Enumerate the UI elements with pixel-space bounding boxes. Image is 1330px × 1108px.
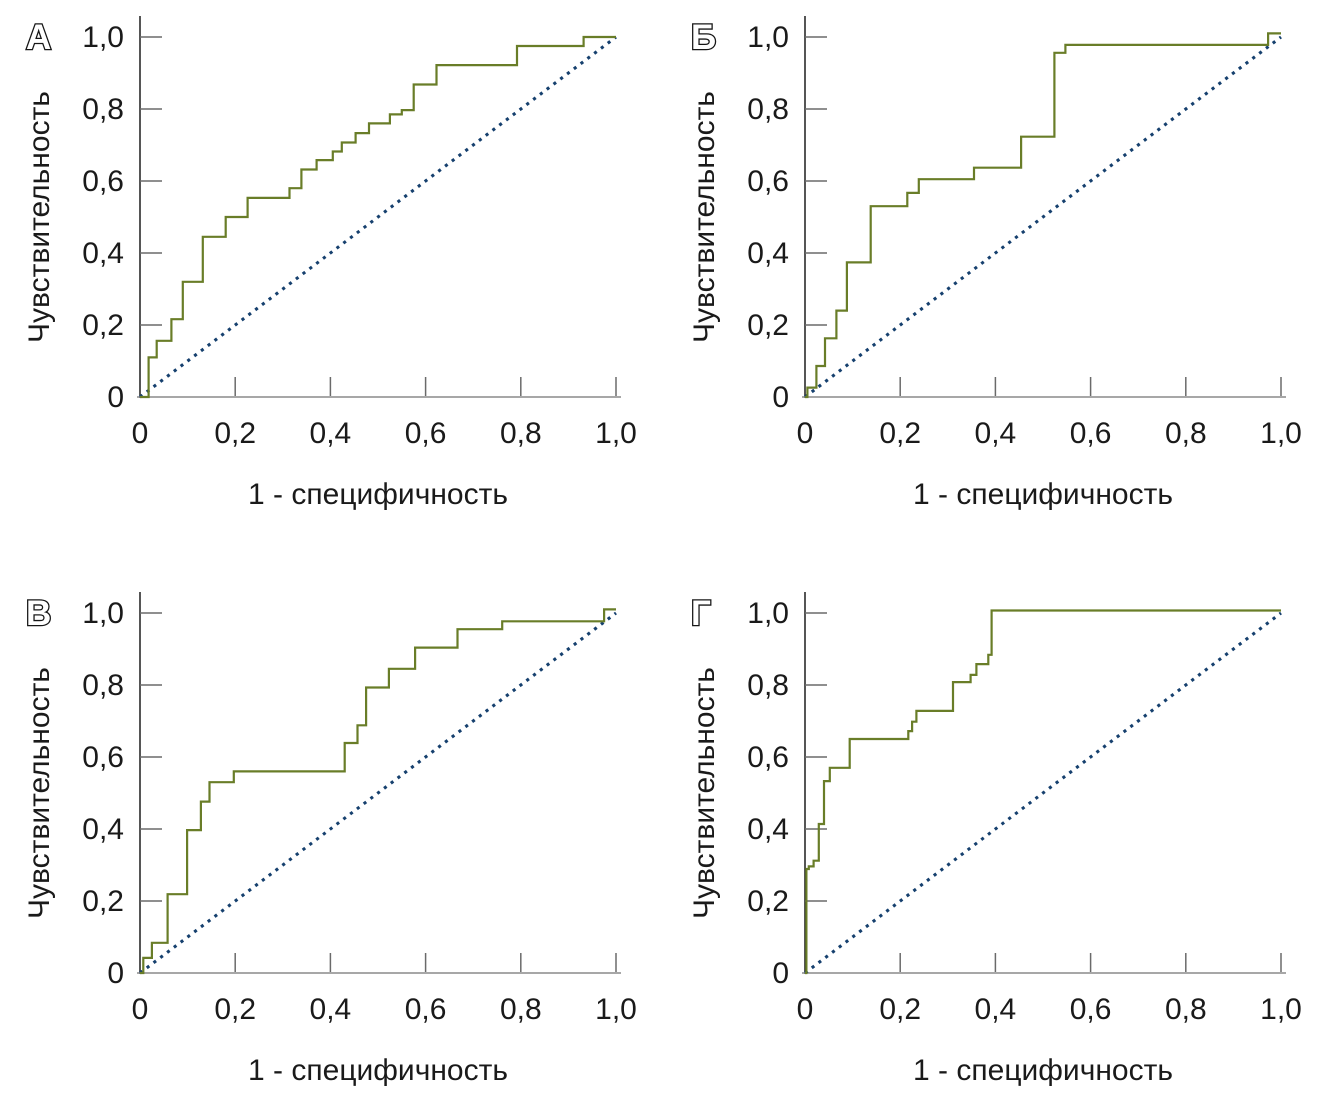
panel-letter-b: Б	[691, 18, 716, 57]
x-tick-label: 0,6	[405, 417, 447, 450]
x-tick-label: 0	[797, 417, 814, 450]
roc-curve	[805, 32, 1281, 399]
y-tick-label: 0,6	[82, 741, 124, 774]
y-tick-label: 0,4	[82, 237, 124, 270]
x-tick-label: 0	[132, 417, 149, 450]
x-tick-label: 0,6	[1070, 993, 1112, 1026]
roc-curve	[140, 608, 616, 975]
y-tick-label: 0,8	[82, 669, 124, 702]
y-tick-label: 0,4	[747, 237, 789, 270]
y-tick-label: 0	[107, 381, 124, 414]
x-tick-label: 0,2	[879, 417, 921, 450]
x-tick-label: 0,6	[1070, 417, 1112, 450]
chance-diagonal	[139, 611, 617, 975]
x-axis-title: 1 - специфичность	[913, 478, 1173, 511]
panel-a: 1,0 0,8 0,6 0,4 0,2 0 0 0,2 0,4 0,6 0,8 1,0 А Чувст…	[0, 0, 665, 554]
y-tick-label: 0,2	[747, 309, 789, 342]
y-tick-label: 1,0	[82, 21, 124, 54]
y-tick-label: 1,0	[747, 597, 789, 630]
y-tick-label: 0,4	[82, 813, 124, 846]
x-tick-label: 0,8	[500, 993, 542, 1026]
x-tick-label: 0,2	[879, 993, 921, 1026]
y-tick-label: 1,0	[82, 597, 124, 630]
y-tick-label: 0,8	[82, 93, 124, 126]
y-axis-title: Чувствительность	[688, 667, 721, 919]
x-tick-label: 0,2	[214, 993, 256, 1026]
x-tick-label: 0,8	[500, 417, 542, 450]
y-tick-label: 1,0	[747, 21, 789, 54]
x-axis-title: 1 - специфичность	[248, 1054, 508, 1087]
y-tick-label: 0,8	[747, 93, 789, 126]
panel-letter-g: Г	[691, 594, 711, 633]
x-tick-label: 1,0	[1260, 993, 1302, 1026]
y-tick-label: 0,4	[747, 813, 789, 846]
roc-curve	[805, 609, 1281, 975]
roc-chart-a: 1,0 0,8 0,6 0,4 0,2 00 0,2 0,4 0,6 0,8 1,0 А	[25, 16, 637, 450]
x-tick-label: 0,8	[1165, 417, 1207, 450]
panel-v: 1,0 0,8 0,6 0,4 0,2 0 0 0,2 0,4 0,6 0,8 1,0 В Чувст…	[0, 554, 665, 1108]
y-axis-title: Чувствительность	[688, 91, 721, 343]
x-tick-label: 0,2	[214, 417, 256, 450]
chance-diagonal	[139, 35, 617, 399]
x-tick-label: 0,4	[310, 993, 352, 1026]
y-axis-title: Чувствительность	[23, 91, 56, 343]
panel-b: 1,0 0,8 0,6 0,4 0,2 0 0 0,2 0,4 0,6 0,8 1,0 Б Чувст…	[665, 0, 1330, 554]
x-tick-label: 1,0	[595, 993, 637, 1026]
y-tick-label: 0	[772, 381, 789, 414]
panel-g: 1,0 0,8 0,6 0,4 0,2 0 0 0,2 0,4 0,6 0,8 1,0 Г Чувст…	[665, 554, 1330, 1108]
roc-chart-v: 1,0 0,8 0,6 0,4 0,2 00 0,2 0,4 0,6 0,8 1,0 В	[25, 592, 637, 1026]
x-tick-label: 1,0	[595, 417, 637, 450]
panel-letter-a: А	[26, 18, 51, 57]
x-axis-title: 1 - специфичность	[248, 478, 508, 511]
y-tick-label: 0,6	[747, 165, 789, 198]
x-tick-label: 1,0	[1260, 417, 1302, 450]
plot-area-a: 1,0 0,8 0,6 0,4 0,2 00 0,2 0,4 0,6 0,8 1,0	[82, 16, 637, 450]
plot-area-v: 1,0 0,8 0,6 0,4 0,2 00 0,2 0,4 0,6 0,8 1,0	[82, 592, 637, 1026]
y-tick-label: 0,2	[747, 885, 789, 918]
x-tick-label: 0,8	[1165, 993, 1207, 1026]
roc-chart-b: 1,0 0,8 0,6 0,4 0,2 00 0,2 0,4 0,6 0,8 1,0 Б	[690, 16, 1302, 450]
x-tick-label: 0,6	[405, 993, 447, 1026]
x-tick-label: 0,4	[975, 993, 1017, 1026]
plot-area-g: 1,0 0,8 0,6 0,4 0,2 00 0,2 0,4 0,6 0,8 1,0	[747, 592, 1302, 1026]
x-tick-label: 0	[132, 993, 149, 1026]
roc-chart-g: 1,0 0,8 0,6 0,4 0,2 00 0,2 0,4 0,6 0,8 1,0 Г	[690, 592, 1302, 1026]
y-axis-title: Чувствительность	[23, 667, 56, 919]
panel-letter-v: В	[26, 594, 51, 633]
y-tick-label: 0,8	[747, 669, 789, 702]
roc-curve	[140, 35, 616, 399]
y-tick-label: 0,2	[82, 885, 124, 918]
x-tick-label: 0,4	[310, 417, 352, 450]
x-axis-title: 1 - специфичность	[913, 1054, 1173, 1087]
x-tick-label: 0	[797, 993, 814, 1026]
plot-area-b: 1,0 0,8 0,6 0,4 0,2 00 0,2 0,4 0,6 0,8 1,0	[747, 16, 1302, 450]
y-tick-label: 0,6	[82, 165, 124, 198]
y-tick-label: 0,6	[747, 741, 789, 774]
chance-diagonal	[804, 35, 1282, 399]
y-tick-label: 0	[107, 957, 124, 990]
y-tick-label: 0,2	[82, 309, 124, 342]
x-tick-label: 0,4	[975, 417, 1017, 450]
y-tick-label: 0	[772, 957, 789, 990]
chance-diagonal	[804, 611, 1282, 975]
